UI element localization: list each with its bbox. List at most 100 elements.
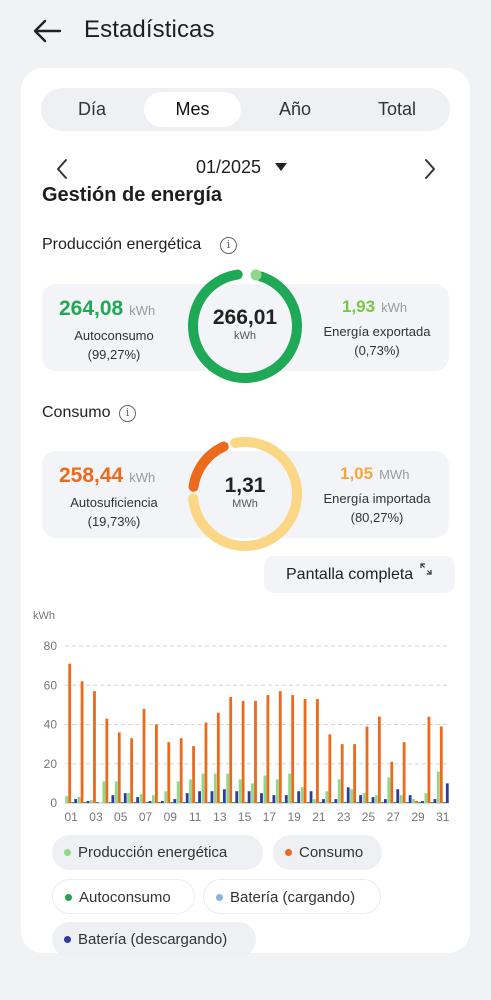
bar-consumo (105, 718, 109, 803)
bar-consumo (390, 761, 394, 803)
legend-produccion-energetica[interactable]: Producción energética (52, 835, 263, 870)
bar-producci-n-energ-tica (412, 799, 415, 803)
bar-bater-a-descargando- (161, 801, 164, 803)
bar-producci-n-energ-tica (436, 771, 440, 803)
y-tick-label: 20 (44, 757, 58, 771)
bar-consumo (316, 698, 319, 803)
bar-bater-a-descargando- (247, 791, 251, 803)
bar-autoconsumo (294, 802, 298, 803)
page-title: Estadísticas (84, 16, 215, 43)
bar-autoconsumo (182, 802, 186, 803)
bar-producci-n-energ-tica (238, 779, 242, 803)
consumption-total-unit: MWh (232, 498, 258, 510)
bar-autoconsumo (133, 802, 137, 803)
fullscreen-button[interactable]: Pantalla completa (264, 556, 455, 593)
legend-dot (285, 849, 292, 856)
tab-mes[interactable]: Mes (144, 92, 241, 127)
chevron-right-icon[interactable] (417, 157, 441, 181)
bar-consumo (179, 738, 183, 803)
legend-label: Autoconsumo (79, 889, 171, 906)
bar-consumo (415, 801, 418, 803)
bar-bater-a-descargando- (74, 799, 78, 803)
bar-autoconsumo (430, 802, 434, 803)
bar-autoconsumo (343, 802, 347, 803)
bar-bater-a-descargando- (222, 789, 226, 803)
bar-autoconsumo (442, 802, 446, 803)
bar-consumo (278, 691, 282, 803)
bar-autoconsumo (207, 802, 211, 803)
bar-consumo (204, 722, 208, 803)
x-tick-label: 29 (411, 810, 425, 824)
bar-bater-a-descargando- (396, 789, 400, 803)
bar-bater-a-descargando- (421, 801, 424, 803)
x-tick-label: 09 (164, 810, 178, 824)
tab-total[interactable]: Total (377, 99, 417, 119)
bar-consumo (142, 708, 146, 803)
consumption-ring (188, 437, 302, 551)
legend-label: Batería (descargando) (78, 931, 228, 948)
chevron-left-icon[interactable] (51, 157, 75, 181)
bar-consumo (291, 695, 295, 803)
bar-consumo (155, 724, 158, 803)
date-selector: 01/2025 (21, 154, 470, 184)
bar-consumo (167, 742, 171, 803)
tab-ano[interactable]: Año (278, 99, 312, 119)
x-tick-label: 07 (139, 810, 153, 824)
bar-bater-a-descargando- (284, 795, 288, 803)
legend-bateria-cargando[interactable]: Batería (cargando) (203, 879, 381, 914)
x-tick-label: 31 (436, 810, 450, 824)
bar-consumo (192, 746, 195, 803)
bar-bater-a-descargando- (322, 799, 325, 803)
bar-autoconsumo (145, 802, 149, 803)
bar-bater-a-descargando- (297, 791, 301, 803)
arrow-left-icon[interactable] (30, 16, 64, 46)
energia-exportada-label: Energía exportada (0,73%) (323, 324, 431, 358)
bar-consumo (80, 681, 84, 803)
bar-autoconsumo (380, 802, 384, 803)
bar-bater-a-descargando- (210, 791, 214, 803)
y-axis-unit: kWh (33, 610, 55, 622)
bar-producci-n-energ-tica (288, 773, 292, 803)
legend-consumo[interactable]: Consumo (273, 835, 382, 870)
autosuficiencia-value: 258,44 kWh (59, 464, 156, 487)
production-total-unit: kWh (234, 330, 256, 342)
bar-bater-a-descargando- (136, 797, 140, 803)
bar-producci-n-energ-tica (152, 795, 155, 803)
period-label[interactable]: 01/2025 (196, 157, 262, 177)
bar-bater-a-descargando- (260, 793, 263, 803)
bar-producci-n-energ-tica (139, 794, 143, 803)
bar-bater-a-descargando- (383, 799, 387, 803)
imported-ring-arc (188, 437, 302, 551)
y-tick-label: 40 (44, 718, 58, 732)
bar-bater-a-descargando- (148, 801, 152, 803)
production-panel: 264,08 kWh Autoconsumo (99,27%) 1,93 kWh En… (42, 284, 449, 371)
bar-autoconsumo (219, 802, 223, 803)
caret-down-icon[interactable] (275, 163, 287, 171)
bar-consumo (377, 716, 381, 803)
bar-producci-n-energ-tica (226, 773, 230, 803)
bar-autoconsumo (158, 802, 161, 803)
stats-card: Día Mes Año Total 01/2025 Gestión de ene… (21, 68, 470, 957)
tab-dia[interactable]: Día (77, 99, 106, 119)
legend-dot (64, 849, 71, 856)
bar-bater-a-descargando- (86, 801, 90, 803)
section-title: Gestión de energía (42, 184, 223, 206)
energia-exportada-value: 1,93 kWh (342, 297, 408, 316)
bar-producci-n-energ-tica (300, 787, 304, 803)
bar-producci-n-energ-tica (164, 791, 168, 803)
legend-autoconsumo[interactable]: Autoconsumo (52, 879, 195, 914)
bar-autoconsumo (306, 802, 310, 803)
bar-consumo (68, 663, 72, 803)
bar-autoconsumo (83, 802, 87, 803)
bar-producci-n-energ-tica (350, 789, 353, 803)
bar-consumo (340, 744, 344, 803)
info-icon[interactable]: i (119, 405, 136, 422)
bar-autoconsumo (244, 802, 248, 803)
production-title: Producción energética (42, 236, 202, 253)
legend-label: Batería (cargando) (230, 889, 356, 906)
bar-consumo (365, 726, 369, 803)
bar-consumo (427, 716, 431, 803)
info-icon[interactable]: i (220, 237, 237, 254)
legend-bateria-descargando[interactable]: Batería (descargando) (52, 922, 256, 957)
bar-consumo (130, 738, 134, 803)
